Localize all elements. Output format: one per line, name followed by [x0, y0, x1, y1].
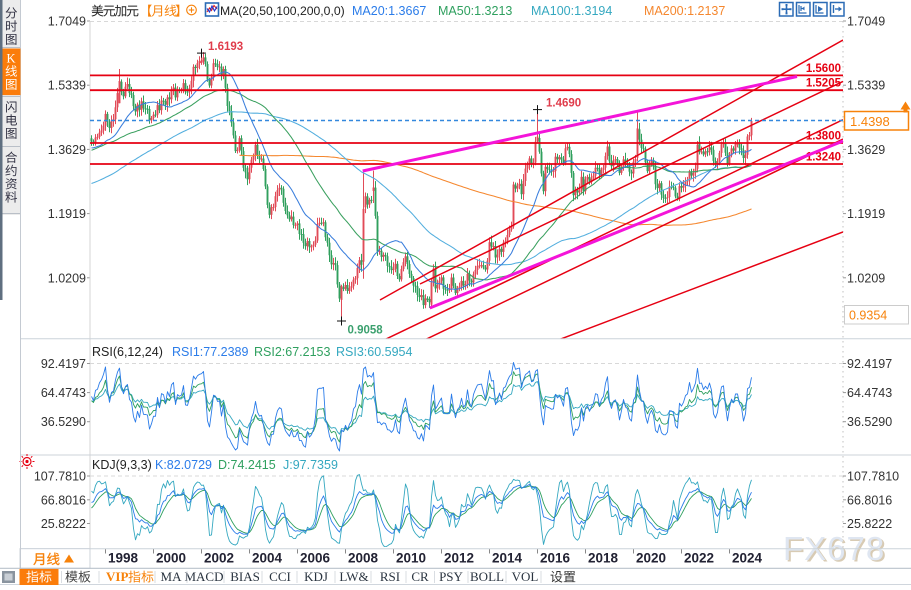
svg-text:107.7810: 107.7810	[847, 470, 899, 484]
svg-text:MA(20,50,100,200,0,0): MA(20,50,100,200,0,0)	[220, 4, 345, 18]
svg-text:RSI(6,12,24): RSI(6,12,24)	[92, 345, 163, 359]
svg-text:0.9354: 0.9354	[849, 309, 887, 323]
svg-text:66.8016: 66.8016	[847, 493, 892, 507]
svg-text:2006: 2006	[300, 551, 331, 566]
svg-text:1.1919: 1.1919	[847, 207, 885, 221]
svg-text:2018: 2018	[588, 551, 619, 566]
svg-text:VOL: VOL	[512, 569, 539, 584]
svg-text:1.3800: 1.3800	[806, 131, 841, 143]
svg-text:1.0209: 1.0209	[847, 271, 885, 285]
svg-text:1.3240: 1.3240	[806, 152, 841, 164]
svg-text:1.7049: 1.7049	[847, 15, 885, 29]
svg-text:MA200:1.2137: MA200:1.2137	[644, 4, 725, 18]
svg-text:1.4398: 1.4398	[850, 114, 890, 129]
svg-text:2012: 2012	[444, 551, 474, 566]
svg-text:2024: 2024	[732, 551, 763, 566]
svg-text:1.0209: 1.0209	[48, 271, 86, 285]
svg-text:RSI2:67.2153: RSI2:67.2153	[254, 345, 330, 359]
svg-text:MA50:1.3213: MA50:1.3213	[438, 4, 512, 18]
svg-text:2014: 2014	[492, 551, 523, 566]
svg-text:BOLL: BOLL	[470, 569, 504, 584]
svg-text:1.5600: 1.5600	[806, 63, 841, 75]
svg-text:K: K	[6, 52, 15, 66]
svg-text:64.4743: 64.4743	[41, 386, 86, 400]
svg-text:MA100:1.3194: MA100:1.3194	[531, 4, 612, 18]
svg-text:1.3629: 1.3629	[847, 143, 885, 157]
svg-text:1.3629: 1.3629	[48, 143, 86, 157]
svg-text:0.9058: 0.9058	[348, 325, 384, 337]
svg-text:CR: CR	[411, 569, 429, 584]
svg-text:92.4197: 92.4197	[847, 357, 892, 371]
svg-text:1.7049: 1.7049	[48, 15, 86, 29]
svg-text:2000: 2000	[156, 551, 186, 566]
svg-text:FX678: FX678	[785, 532, 887, 569]
svg-text:107.7810: 107.7810	[34, 470, 86, 484]
svg-text:1.1919: 1.1919	[48, 207, 86, 221]
svg-text:1.5205: 1.5205	[806, 78, 842, 90]
svg-text:2022: 2022	[684, 551, 714, 566]
svg-text:2008: 2008	[348, 551, 379, 566]
svg-text:25.8222: 25.8222	[847, 517, 892, 531]
svg-text:CCI: CCI	[269, 569, 291, 584]
svg-text:RSI3:60.5954: RSI3:60.5954	[336, 345, 412, 359]
svg-text:J:97.7359: J:97.7359	[283, 458, 338, 472]
svg-text:1.5339: 1.5339	[847, 79, 885, 93]
svg-text:92.4197: 92.4197	[41, 357, 86, 371]
svg-text:VIP: VIP	[106, 569, 128, 584]
svg-text:MACD: MACD	[184, 569, 223, 584]
svg-text:BIAS: BIAS	[230, 569, 260, 584]
svg-text:RSI1:77.2389: RSI1:77.2389	[172, 345, 248, 359]
svg-text:KDJ: KDJ	[304, 569, 328, 584]
svg-text:MA: MA	[161, 569, 183, 584]
svg-text:36.5290: 36.5290	[847, 415, 892, 429]
svg-text:2002: 2002	[204, 551, 234, 566]
svg-text:25.8222: 25.8222	[41, 517, 86, 531]
svg-text:2010: 2010	[396, 551, 426, 566]
svg-text:36.5290: 36.5290	[41, 415, 86, 429]
svg-text:D:74.2415: D:74.2415	[218, 458, 276, 472]
svg-text:1998: 1998	[108, 551, 139, 566]
svg-text:PSY: PSY	[439, 569, 463, 584]
svg-text:MA20:1.3667: MA20:1.3667	[352, 4, 426, 18]
svg-text:1.4690: 1.4690	[546, 98, 581, 110]
svg-text:2004: 2004	[252, 551, 283, 566]
svg-text:66.8016: 66.8016	[41, 493, 86, 507]
svg-text:LW&: LW&	[339, 569, 368, 584]
svg-text:1.6193: 1.6193	[208, 41, 243, 53]
svg-text:2020: 2020	[636, 551, 666, 566]
svg-text:1.5339: 1.5339	[48, 79, 86, 93]
svg-text:64.4743: 64.4743	[847, 386, 892, 400]
svg-text:KDJ(9,3,3): KDJ(9,3,3)	[92, 458, 152, 472]
svg-text:RSI: RSI	[380, 569, 400, 584]
svg-text:K:82.0729: K:82.0729	[155, 458, 212, 472]
svg-text:2016: 2016	[540, 551, 571, 566]
